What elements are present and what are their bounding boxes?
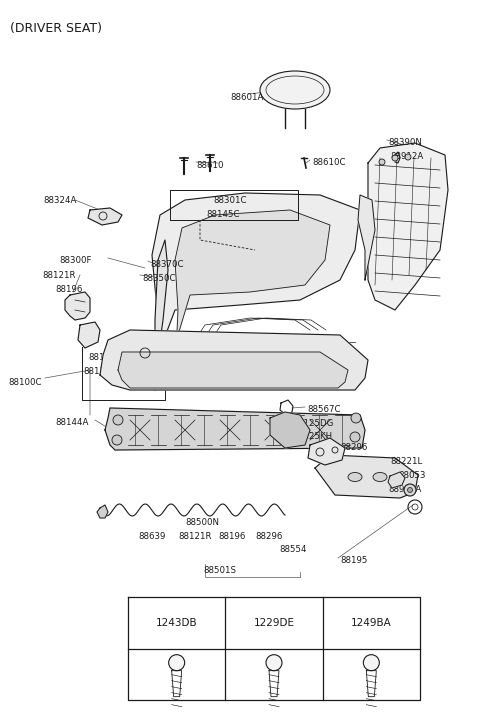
Text: 1125KH: 1125KH [298,432,332,441]
Text: 88610: 88610 [196,161,224,170]
Polygon shape [100,330,368,390]
Text: 88196: 88196 [55,285,83,294]
Circle shape [350,432,360,442]
Circle shape [351,413,361,423]
Text: 88296: 88296 [255,532,282,541]
Polygon shape [368,143,448,310]
Polygon shape [358,195,375,280]
Text: 88904A: 88904A [388,485,421,494]
Text: 88639: 88639 [138,532,166,541]
Polygon shape [97,505,108,518]
Circle shape [379,159,385,165]
Text: 88053: 88053 [398,471,425,480]
Polygon shape [155,240,168,390]
Text: 88170D: 88170D [88,353,122,362]
Circle shape [112,435,122,445]
Polygon shape [118,352,348,388]
Text: 88221L: 88221L [390,457,422,466]
Text: 88144A: 88144A [55,418,88,427]
Polygon shape [65,292,90,320]
Text: 88554: 88554 [279,545,307,554]
Polygon shape [105,408,365,450]
Text: 88350C: 88350C [142,274,176,283]
Ellipse shape [373,473,387,481]
Text: 88145C: 88145C [206,210,240,219]
Text: 88501S: 88501S [203,566,236,575]
Text: 88195: 88195 [340,556,367,565]
Polygon shape [315,455,418,498]
Ellipse shape [348,473,362,481]
Text: 88567C: 88567C [307,405,340,414]
Text: 88196: 88196 [218,532,245,541]
Circle shape [392,155,398,161]
Circle shape [405,154,411,160]
Text: (DRIVER SEAT): (DRIVER SEAT) [10,22,102,35]
Ellipse shape [260,71,330,109]
Text: 88390N: 88390N [388,138,422,147]
Polygon shape [152,193,360,390]
Polygon shape [270,412,310,448]
Polygon shape [308,438,345,465]
Text: 88121R: 88121R [42,271,75,280]
Polygon shape [175,210,330,375]
Text: 1249BA: 1249BA [351,618,392,628]
Polygon shape [88,208,122,225]
Text: 88296: 88296 [340,443,367,452]
Text: 88912A: 88912A [390,152,423,161]
Circle shape [363,655,379,671]
Text: 88300F: 88300F [59,256,92,265]
Text: 88121R: 88121R [178,532,212,541]
Circle shape [408,488,412,493]
Circle shape [404,484,416,496]
Text: 88610C: 88610C [312,158,346,167]
Text: 1243DB: 1243DB [156,618,197,628]
Text: 88150: 88150 [83,367,110,376]
Circle shape [113,415,123,425]
Text: 88100C: 88100C [8,378,41,387]
Text: 88500N: 88500N [185,518,219,527]
Text: 88324A: 88324A [43,196,76,205]
Circle shape [168,655,185,671]
Text: 88301C: 88301C [213,196,247,205]
Text: 88601A: 88601A [230,93,264,102]
Polygon shape [388,472,405,488]
Text: 1229DE: 1229DE [253,618,295,628]
Text: 88370C: 88370C [150,260,183,269]
Circle shape [266,655,282,671]
Text: 1125DG: 1125DG [298,419,334,428]
Polygon shape [78,322,100,348]
